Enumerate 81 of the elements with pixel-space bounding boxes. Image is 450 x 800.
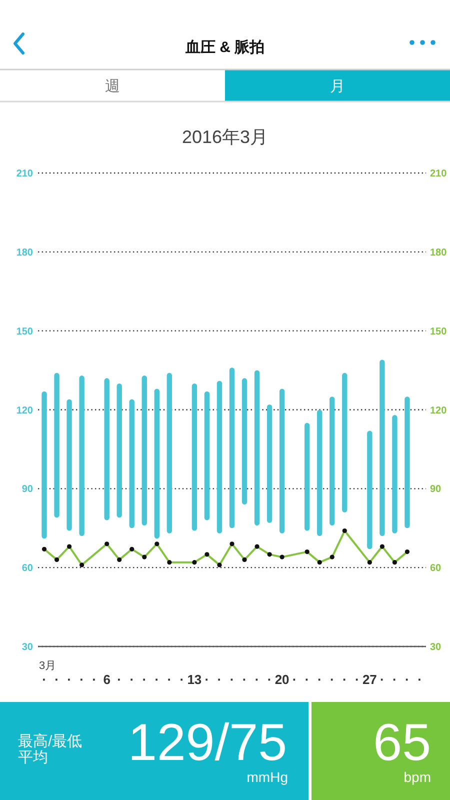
bar <box>54 372 60 518</box>
bar <box>279 388 285 534</box>
bar <box>317 410 322 536</box>
bar <box>392 415 398 534</box>
y-tick-label: 180 <box>16 247 34 258</box>
x-tick-label: · <box>267 672 272 687</box>
x-tick-label: · <box>380 672 384 687</box>
bar <box>42 391 47 539</box>
bar <box>367 430 372 550</box>
y-tick-label: 60 <box>22 563 34 574</box>
x-tick-label: · <box>292 672 297 687</box>
x-tick-label: · <box>80 672 84 687</box>
y-tick-label: 150 <box>16 326 34 338</box>
x-tick-label: · <box>342 672 347 687</box>
y-tick-label: 90 <box>22 484 34 496</box>
x-tick-label: · <box>180 672 184 687</box>
bar <box>154 388 160 539</box>
bar <box>204 391 210 520</box>
x-tick-label: · <box>167 672 172 687</box>
x-tick-label: · <box>230 672 234 687</box>
y2-tick-label: 90 <box>430 484 442 496</box>
chart-title: 血圧 & 脈拍 <box>184 39 265 56</box>
chart-subtitle: 2016年3月 <box>182 127 268 147</box>
bar <box>404 396 410 528</box>
bar <box>330 396 335 526</box>
tab-label: 月 <box>330 78 345 95</box>
bar <box>166 372 172 534</box>
y-tick-label: 120 <box>16 405 34 416</box>
text: 最高/最低平均 <box>18 733 82 766</box>
bar <box>229 368 235 528</box>
x-tick-label: · <box>405 672 410 687</box>
bar <box>142 376 147 526</box>
x-tick-label: · <box>392 672 397 687</box>
x-tick-label: · <box>67 672 72 687</box>
x-tick-label: · <box>54 672 59 687</box>
x-tick-label: · <box>317 672 322 687</box>
x-tick-label: · <box>130 672 134 687</box>
x-tick-label: · <box>117 672 122 687</box>
x-tick-label: · <box>154 672 160 687</box>
text: mmHg <box>246 769 288 785</box>
x-tick-label: · <box>242 672 247 687</box>
bar <box>216 380 222 534</box>
x-tick-label: 20 <box>274 672 290 687</box>
x-axis-title: 3月 <box>39 660 56 672</box>
bar <box>66 399 72 531</box>
x-tick-label: 27 <box>362 672 377 687</box>
x-tick-label: · <box>92 672 96 687</box>
x-tick-label: · <box>42 672 46 687</box>
text: bpm <box>404 769 431 785</box>
y-tick-label: 210 <box>16 168 34 180</box>
bar <box>129 399 134 528</box>
x-tick-label: · <box>254 672 260 687</box>
y2-tick-label: 120 <box>430 405 448 416</box>
x-tick-label: 6 <box>103 672 110 687</box>
x-tick-label: · <box>217 672 222 687</box>
bar <box>104 378 110 520</box>
bar <box>304 422 310 531</box>
x-tick-label: · <box>304 672 310 687</box>
bar <box>254 370 260 526</box>
x-tick-label: · <box>354 672 360 687</box>
y2-tick-label: 210 <box>430 168 448 180</box>
text: 65 <box>373 714 431 772</box>
x-tick-label: · <box>330 672 334 687</box>
x-tick-label: · <box>204 672 210 687</box>
bar <box>192 383 198 531</box>
bar <box>266 404 272 523</box>
bar <box>116 383 122 518</box>
bar <box>242 378 248 504</box>
y2-tick-label: 150 <box>430 326 448 338</box>
bar <box>79 376 84 536</box>
bar <box>380 360 385 536</box>
y2-tick-label: 180 <box>430 247 448 258</box>
x-tick-label: · <box>418 672 422 687</box>
y2-tick-label: 30 <box>430 642 442 653</box>
tab-label: 週 <box>105 78 120 95</box>
y-tick-label: 30 <box>22 642 34 653</box>
y2-tick-label: 60 <box>430 563 442 574</box>
x-tick-label: 13 <box>187 672 202 687</box>
bar <box>342 372 348 512</box>
x-tick-label: · <box>142 672 147 687</box>
text: 129/75 <box>128 714 287 772</box>
